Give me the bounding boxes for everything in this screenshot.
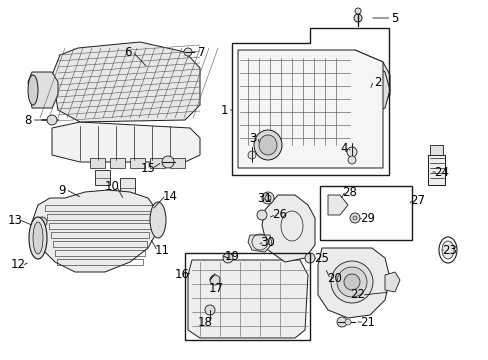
Polygon shape [354,50,389,110]
Text: 10: 10 [104,180,119,194]
Circle shape [345,319,350,325]
Circle shape [37,217,47,227]
Circle shape [346,147,356,157]
Ellipse shape [28,75,38,105]
Circle shape [162,156,174,168]
Circle shape [47,115,57,125]
Polygon shape [384,272,399,292]
Circle shape [262,192,273,204]
Circle shape [183,48,192,56]
Text: 6: 6 [124,45,131,58]
Circle shape [349,213,359,223]
Polygon shape [327,195,347,215]
Text: 7: 7 [198,45,205,58]
Text: 5: 5 [390,12,398,24]
Polygon shape [238,50,382,168]
Text: 20: 20 [327,271,342,284]
Text: 8: 8 [24,113,32,126]
Text: 4: 4 [340,141,347,154]
Circle shape [257,210,266,220]
Text: 13: 13 [7,213,22,226]
Text: 23: 23 [442,243,456,256]
Text: 28: 28 [342,185,357,198]
Text: 2: 2 [373,76,381,89]
Circle shape [247,151,256,159]
Text: 25: 25 [314,252,329,265]
Polygon shape [110,158,125,168]
Text: 29: 29 [360,211,375,225]
Polygon shape [52,42,200,122]
Text: 19: 19 [224,249,239,262]
Text: 18: 18 [197,315,212,328]
Text: 26: 26 [272,208,287,221]
Text: 22: 22 [350,288,365,302]
Circle shape [336,317,346,327]
Text: 14: 14 [162,189,177,202]
Text: 21: 21 [360,315,375,328]
Polygon shape [187,260,307,338]
Polygon shape [247,235,271,252]
Text: 11: 11 [154,243,169,256]
Circle shape [264,195,270,201]
Text: 1: 1 [220,104,227,117]
Polygon shape [429,145,442,155]
Circle shape [352,216,356,220]
Circle shape [354,8,360,14]
Polygon shape [170,158,184,168]
Polygon shape [262,195,314,262]
Ellipse shape [441,241,453,259]
Text: 24: 24 [434,166,448,179]
Ellipse shape [29,217,47,259]
Circle shape [353,14,361,22]
Polygon shape [317,248,389,318]
Polygon shape [90,158,105,168]
Circle shape [204,305,215,315]
Ellipse shape [330,261,372,303]
Circle shape [347,156,355,164]
Text: 12: 12 [10,258,25,271]
Text: 15: 15 [140,162,155,175]
Polygon shape [32,190,158,272]
Circle shape [305,253,314,263]
Polygon shape [52,122,200,162]
Ellipse shape [343,274,359,290]
Polygon shape [427,155,444,185]
Text: 17: 17 [208,282,223,294]
Text: 9: 9 [58,184,65,197]
Ellipse shape [259,135,276,155]
Text: 27: 27 [409,194,425,207]
Polygon shape [130,158,145,168]
Text: 31: 31 [257,192,272,204]
Text: 16: 16 [174,269,189,282]
Polygon shape [150,158,164,168]
Circle shape [209,275,220,285]
Ellipse shape [336,267,366,297]
Polygon shape [28,72,58,108]
Ellipse shape [150,202,165,238]
Ellipse shape [33,222,43,254]
Polygon shape [357,60,389,115]
Text: 3: 3 [249,131,256,144]
Text: 30: 30 [260,235,275,248]
Polygon shape [95,170,110,185]
Polygon shape [120,178,135,198]
Circle shape [223,253,232,263]
Ellipse shape [253,130,282,160]
